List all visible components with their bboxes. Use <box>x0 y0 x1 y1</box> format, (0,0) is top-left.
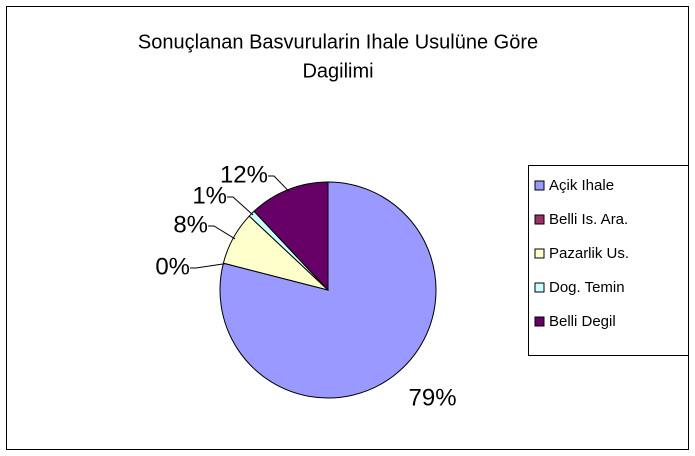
legend-box <box>528 165 689 356</box>
data-label: 8% <box>173 211 208 238</box>
data-label: 1% <box>192 182 227 209</box>
data-label: 0% <box>155 253 190 280</box>
legend-label: Belli Degil <box>549 313 616 330</box>
leader-line <box>268 175 290 192</box>
legend-label: Açik Ihale <box>549 177 614 194</box>
legend-swatch <box>534 282 545 293</box>
chart-title: Dagilimi <box>302 60 373 82</box>
pie-slice <box>253 181 329 292</box>
legend-swatch <box>534 180 545 191</box>
chart-title: Sonuçlanan Basvurularin Ihale Usulüne Gö… <box>138 31 538 53</box>
legend-swatch <box>534 316 545 327</box>
pie-slice <box>219 181 437 399</box>
leader-line <box>190 263 226 269</box>
leader-line <box>227 196 254 216</box>
legend-label: Belli Is. Ara. <box>549 211 628 228</box>
data-label: 12% <box>220 161 268 188</box>
data-label: 79% <box>409 384 457 411</box>
legend-label: Pazarlik Us. <box>549 245 629 262</box>
legend-label: Dog. Temin <box>549 279 625 296</box>
legend-swatch <box>534 248 545 259</box>
legend-swatch <box>534 214 545 225</box>
leader-line <box>208 225 236 240</box>
